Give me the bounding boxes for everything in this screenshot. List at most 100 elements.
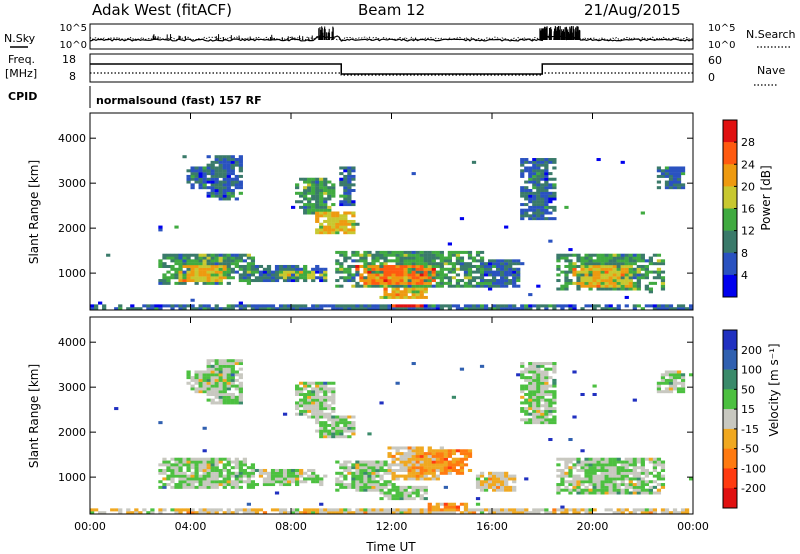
- power-panel-cell: [592, 270, 597, 274]
- velocity-panel-cell: [459, 502, 465, 506]
- power-panel-cell: [202, 183, 207, 187]
- velocity-panel-cell: [198, 474, 203, 478]
- velocity-panel-cell: [286, 468, 292, 472]
- velocity-panel-cell: [636, 477, 641, 481]
- velocity-panel-cell: [520, 508, 525, 512]
- power-panel-cell: [182, 155, 187, 159]
- power-panel-cell: [238, 259, 243, 263]
- power-panel-cell: [415, 250, 420, 254]
- velocity-panel-cell: [399, 463, 404, 467]
- velocity-panel-cell: [552, 401, 557, 405]
- velocity-panel-cell: [198, 381, 203, 385]
- velocity-panel-cell: [415, 494, 420, 498]
- velocity-panel-cell: [572, 477, 577, 481]
- velocity-panel-cell: [644, 483, 649, 487]
- power-panel-cell: [411, 279, 416, 283]
- velocity-panel-cell: [319, 384, 324, 388]
- power-panel-cell: [608, 287, 613, 291]
- power-panel-cell: [190, 267, 195, 271]
- power-panel-cell: [564, 205, 569, 209]
- power-panel-cell: [419, 267, 424, 271]
- velocity-panel-cell: [668, 378, 674, 382]
- power-panel-cell: [496, 279, 501, 283]
- velocity-panel-cell: [311, 387, 316, 391]
- power-panel-cell: [323, 267, 328, 271]
- power-panel-cell: [668, 186, 674, 190]
- velocity-panel-cell: [286, 480, 292, 484]
- cpid-value: normalsound (fast) 157 RF: [96, 94, 262, 107]
- velocity-panel-cell: [612, 488, 617, 492]
- velocity-panel-cell: [146, 511, 151, 515]
- power-panel-cell: [379, 264, 384, 268]
- power-panel-cell: [435, 276, 440, 280]
- velocity-panel-cell: [246, 477, 251, 481]
- power-panel-cell: [178, 276, 183, 280]
- velocity-panel-cell: [544, 508, 549, 512]
- power-panel-cell: [556, 279, 561, 283]
- power-panel-cell: [214, 155, 219, 159]
- velocity-panel-cell: [226, 395, 231, 399]
- velocity-panel-cell: [178, 466, 183, 470]
- power-panel-cell: [363, 279, 368, 283]
- power-panel-cell: [226, 270, 231, 274]
- velocity-panel-cell: [218, 367, 223, 371]
- velocity-panel-cell: [411, 474, 416, 478]
- velocity-panel-cell: [463, 502, 469, 506]
- power-panel-cell: [660, 284, 666, 288]
- velocity-panel-cell: [411, 471, 416, 475]
- power-panel-cell: [351, 304, 356, 308]
- power-panel-cell: [379, 270, 384, 274]
- power-panel-cell: [443, 262, 448, 266]
- power-panel-cell: [536, 191, 541, 195]
- power-panel-cell: [319, 225, 324, 229]
- velocity-panel-cell: [222, 485, 227, 489]
- velocity-panel-cell: [355, 466, 360, 470]
- velocity-panel-cell: [158, 463, 163, 467]
- power-panel-cell: [451, 262, 457, 266]
- power-panel-cell: [415, 267, 420, 271]
- velocity-panel-cell: [427, 466, 432, 470]
- velocity-panel-cell: [660, 466, 666, 470]
- velocity-panel-cell: [487, 480, 493, 484]
- velocity-panel-cell: [270, 483, 276, 487]
- power-panel-cell: [479, 273, 485, 277]
- velocity-panel-cell: [226, 381, 231, 385]
- power-panel-cell: [656, 186, 662, 190]
- power-panel-cell: [524, 158, 529, 162]
- velocity-panel-cell: [214, 483, 219, 487]
- power-panel-cell: [286, 304, 292, 308]
- power-panel-cell: [532, 304, 537, 308]
- power-panel-cell: [608, 270, 613, 274]
- power-panel-cell: [315, 228, 320, 232]
- velocity-panel-cell: [584, 511, 589, 515]
- velocity-panel-cell: [576, 457, 581, 461]
- power-panel-cell: [455, 279, 461, 283]
- power-panel-cell: [584, 262, 589, 266]
- power-panel-cell: [395, 307, 400, 311]
- power-panel-cell: [419, 262, 424, 266]
- power-panel-cell: [536, 194, 541, 198]
- power-panel-cell: [407, 284, 412, 288]
- power-panel-cell: [230, 160, 235, 164]
- power-panel-cell: [258, 307, 264, 311]
- power-panel-cell: [198, 273, 203, 277]
- power-panel-cell: [214, 188, 219, 192]
- power-panel-cell: [343, 225, 348, 229]
- power-panel-cell: [387, 307, 392, 311]
- velocity-panel-cell: [166, 477, 171, 481]
- velocity-panel-cell: [564, 474, 569, 478]
- power-panel-cell: [612, 284, 617, 288]
- power-panel-cell: [556, 256, 561, 260]
- power-panel-cell: [463, 262, 469, 266]
- power-panel-cell: [475, 259, 481, 263]
- power-panel-cell: [158, 281, 163, 285]
- power-panel-cell: [399, 273, 404, 277]
- velocity-panel-cell: [411, 511, 416, 515]
- velocity-panel-cell: [218, 480, 223, 484]
- power-panel-cell: [520, 169, 525, 173]
- power-panel-cell: [568, 267, 573, 271]
- velocity-panel-cell: [178, 471, 183, 475]
- power-panel-cell: [504, 284, 509, 288]
- velocity-panel-cell: [403, 454, 408, 458]
- velocity-panel-cell: [206, 367, 211, 371]
